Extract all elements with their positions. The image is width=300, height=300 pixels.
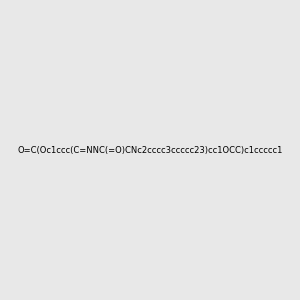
Text: O=C(Oc1ccc(C=NNC(=O)CNc2cccc3ccccc23)cc1OCC)c1ccccc1: O=C(Oc1ccc(C=NNC(=O)CNc2cccc3ccccc23)cc1… [17,146,283,154]
